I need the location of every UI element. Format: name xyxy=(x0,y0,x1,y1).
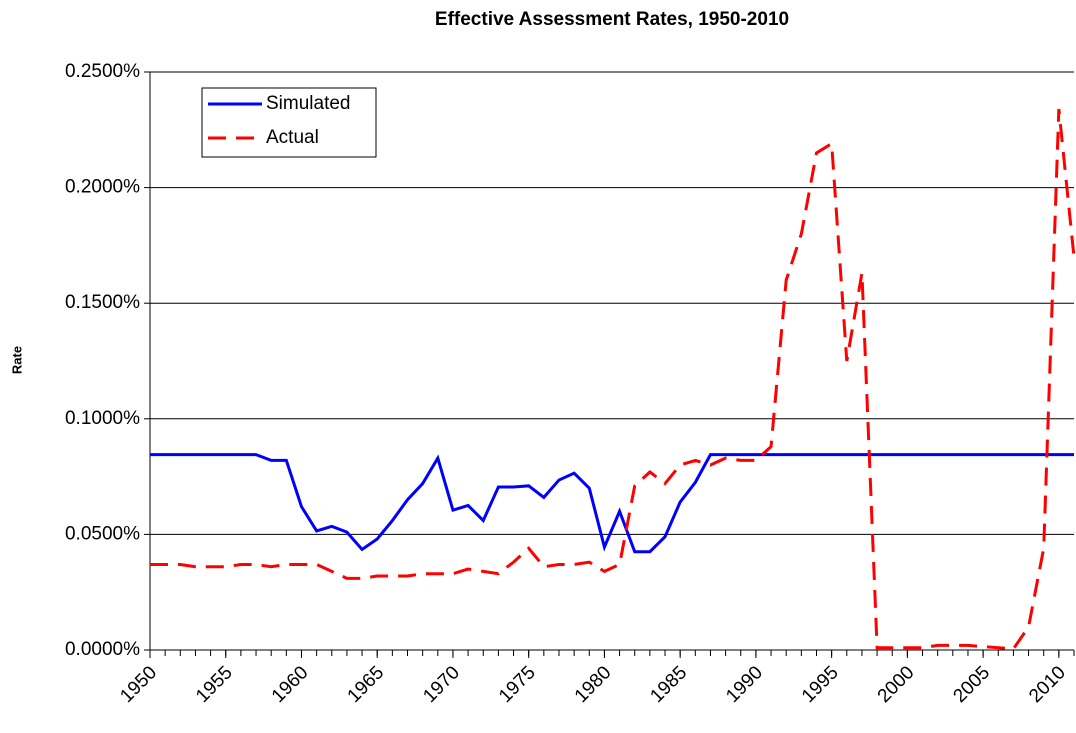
series-line xyxy=(150,108,1076,651)
series-line xyxy=(150,453,1074,554)
y-axis-label: Rate xyxy=(9,346,24,374)
x-tick-label: 1955 xyxy=(192,662,237,707)
x-tick-label: 1965 xyxy=(344,662,389,707)
y-tick-label: 0.1500% xyxy=(65,292,140,313)
y-tick-label: 0.1000% xyxy=(65,408,140,429)
x-tick-label: 1975 xyxy=(495,662,540,707)
legend-label: Actual xyxy=(266,127,319,148)
y-tick-label: 0.2000% xyxy=(65,177,140,198)
y-tick-label: 0.0000% xyxy=(65,639,140,660)
x-tick-label: 1960 xyxy=(268,662,313,707)
legend-box xyxy=(201,87,377,158)
x-tick-label: 2005 xyxy=(949,662,994,707)
chart-title: Effective Assessment Rates, 1950-2010 xyxy=(435,9,789,30)
x-tick-label: 1970 xyxy=(419,662,464,707)
x-tick-label: 1950 xyxy=(116,662,161,707)
x-tick-label: 2000 xyxy=(874,662,919,707)
x-tick-label: 1980 xyxy=(571,662,616,707)
legend-label: Simulated xyxy=(266,93,351,114)
x-tick-label: 1985 xyxy=(646,662,691,707)
x-tick-label: 2010 xyxy=(1025,662,1070,707)
x-tick-label: 1990 xyxy=(722,662,767,707)
y-tick-label: 0.2500% xyxy=(65,61,140,82)
x-tick-label: 1995 xyxy=(798,662,843,707)
y-tick-label: 0.0500% xyxy=(65,523,140,544)
